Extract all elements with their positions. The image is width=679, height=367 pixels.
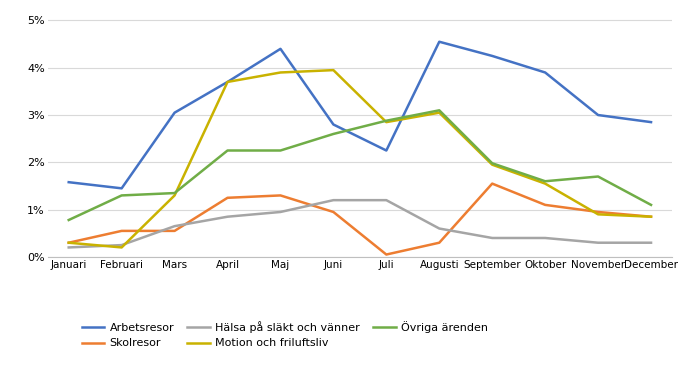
Arbetsresor — [541, 70, 549, 75]
Motion och friluftsliv — [488, 163, 496, 167]
Skolresor — [594, 210, 602, 214]
Arbetsresor — [65, 180, 73, 184]
Skolresor — [276, 193, 285, 197]
Skolresor — [170, 229, 179, 233]
Övriga ärenden — [117, 193, 126, 197]
Hälsa på släkt och vänner — [65, 245, 73, 250]
Motion och friluftsliv — [65, 240, 73, 245]
Övriga ärenden — [541, 179, 549, 184]
Line: Motion och friluftsliv: Motion och friluftsliv — [69, 70, 651, 247]
Skolresor — [117, 229, 126, 233]
Motion och friluftsliv — [647, 214, 655, 219]
Skolresor — [65, 240, 73, 245]
Övriga ärenden — [382, 119, 390, 123]
Skolresor — [541, 203, 549, 207]
Motion och friluftsliv — [223, 80, 232, 84]
Övriga ärenden — [488, 161, 496, 166]
Legend: Arbetsresor, Skolresor, Hälsa på släkt och vänner, Motion och friluftsliv, Övrig: Arbetsresor, Skolresor, Hälsa på släkt o… — [77, 317, 492, 353]
Skolresor — [488, 181, 496, 186]
Motion och friluftsliv — [329, 68, 337, 72]
Övriga ärenden — [594, 174, 602, 179]
Hälsa på släkt och vänner — [435, 226, 443, 231]
Motion och friluftsliv — [594, 212, 602, 217]
Skolresor — [382, 252, 390, 257]
Motion och friluftsliv — [382, 120, 390, 124]
Line: Hälsa på släkt och vänner: Hälsa på släkt och vänner — [69, 200, 651, 247]
Motion och friluftsliv — [117, 245, 126, 250]
Arbetsresor — [435, 40, 443, 44]
Line: Arbetsresor: Arbetsresor — [69, 42, 651, 188]
Skolresor — [223, 196, 232, 200]
Övriga ärenden — [329, 132, 337, 136]
Hälsa på släkt och vänner — [488, 236, 496, 240]
Line: Skolresor: Skolresor — [69, 184, 651, 255]
Övriga ärenden — [435, 108, 443, 113]
Hälsa på släkt och vänner — [594, 240, 602, 245]
Hälsa på släkt och vänner — [170, 224, 179, 228]
Motion och friluftsliv — [435, 110, 443, 115]
Arbetsresor — [382, 148, 390, 153]
Arbetsresor — [276, 47, 285, 51]
Arbetsresor — [594, 113, 602, 117]
Motion och friluftsliv — [541, 181, 549, 186]
Hälsa på släkt och vänner — [382, 198, 390, 202]
Övriga ärenden — [223, 148, 232, 153]
Motion och friluftsliv — [276, 70, 285, 75]
Arbetsresor — [488, 54, 496, 58]
Motion och friluftsliv — [170, 193, 179, 197]
Övriga ärenden — [647, 203, 655, 207]
Övriga ärenden — [65, 218, 73, 222]
Hälsa på släkt och vänner — [541, 236, 549, 240]
Hälsa på släkt och vänner — [276, 210, 285, 214]
Skolresor — [435, 240, 443, 245]
Övriga ärenden — [276, 148, 285, 153]
Arbetsresor — [647, 120, 655, 124]
Arbetsresor — [117, 186, 126, 190]
Arbetsresor — [170, 110, 179, 115]
Skolresor — [329, 210, 337, 214]
Arbetsresor — [329, 122, 337, 127]
Hälsa på släkt och vänner — [117, 243, 126, 247]
Hälsa på släkt och vänner — [223, 214, 232, 219]
Arbetsresor — [223, 80, 232, 84]
Skolresor — [647, 214, 655, 219]
Hälsa på släkt och vänner — [647, 240, 655, 245]
Övriga ärenden — [170, 191, 179, 195]
Hälsa på släkt och vänner — [329, 198, 337, 202]
Line: Övriga ärenden: Övriga ärenden — [69, 110, 651, 220]
